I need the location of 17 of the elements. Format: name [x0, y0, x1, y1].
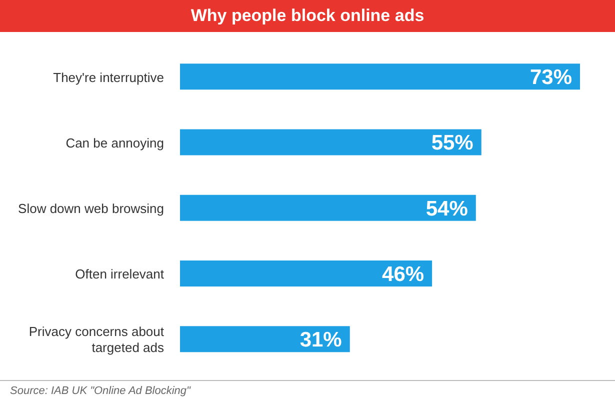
- bar: [180, 194, 476, 221]
- y-tick-label: Often irrelevant: [75, 266, 164, 282]
- data-label: 31%: [300, 328, 342, 352]
- data-label: 73%: [530, 66, 572, 90]
- y-tick-label: Privacy concerns about targeted ads: [28, 324, 164, 355]
- data-label: 54%: [426, 197, 468, 220]
- y-tick-label: Can be annoying: [66, 134, 164, 150]
- data-label: 46%: [382, 262, 424, 286]
- bar: [180, 326, 350, 352]
- chart-title: Why people block online ads: [0, 0, 615, 32]
- bar: [180, 64, 580, 90]
- y-tick-label: They're interruptive: [53, 69, 164, 84]
- y-tick-label: Slow down web browsing: [18, 200, 164, 216]
- bar: [180, 260, 432, 286]
- source-note: Source: IAB UK "Online Ad Blocking": [10, 385, 190, 397]
- data-label: 55%: [431, 132, 474, 155]
- bar: [180, 129, 482, 156]
